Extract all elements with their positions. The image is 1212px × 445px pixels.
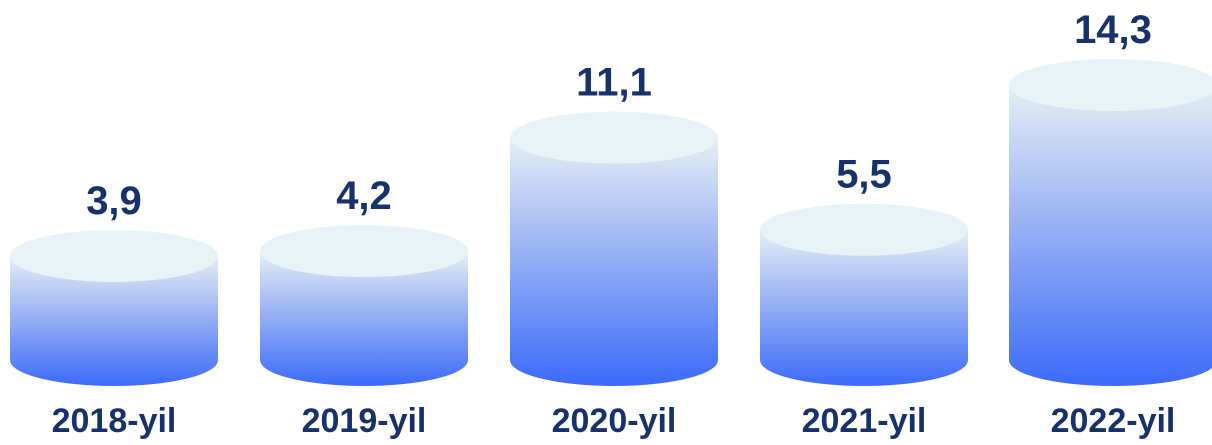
value-label: 11,1	[576, 61, 652, 105]
value-label: 4,2	[336, 174, 392, 218]
category-labels-group: 2018-yil 2019-yil 2020-yil 2021-yil 2022-yil	[52, 402, 1176, 440]
bar-2018-yil	[10, 230, 218, 386]
bar-top-cap	[1009, 59, 1212, 111]
value-label: 5,5	[836, 153, 892, 197]
category-label: 2019-yil	[302, 402, 427, 440]
category-label: 2021-yil	[802, 402, 927, 440]
bar-body	[260, 251, 468, 386]
value-label: 3,9	[86, 179, 142, 223]
bar-top-cap	[10, 230, 218, 282]
bar-2022-yil	[1009, 59, 1212, 386]
bar-2020-yil	[510, 111, 718, 386]
bar-body	[1009, 85, 1212, 386]
bar-top-cap	[260, 225, 468, 278]
bar-body	[10, 256, 218, 386]
category-label: 2018-yil	[52, 402, 177, 440]
bar-top-cap	[510, 111, 718, 164]
bar-2021-yil	[760, 203, 968, 386]
bar-top-cap	[760, 203, 968, 256]
bar-body	[760, 229, 968, 386]
bar-2019-yil	[260, 225, 468, 386]
value-label: 14,3	[1074, 8, 1152, 52]
value-labels-group: 3,9 4,2 11,1 5,5 14,3	[86, 8, 1152, 223]
category-label: 2022-yil	[1051, 402, 1176, 440]
bars-group	[10, 59, 1212, 386]
category-label: 2020-yil	[552, 402, 677, 440]
bar-body	[510, 137, 718, 386]
